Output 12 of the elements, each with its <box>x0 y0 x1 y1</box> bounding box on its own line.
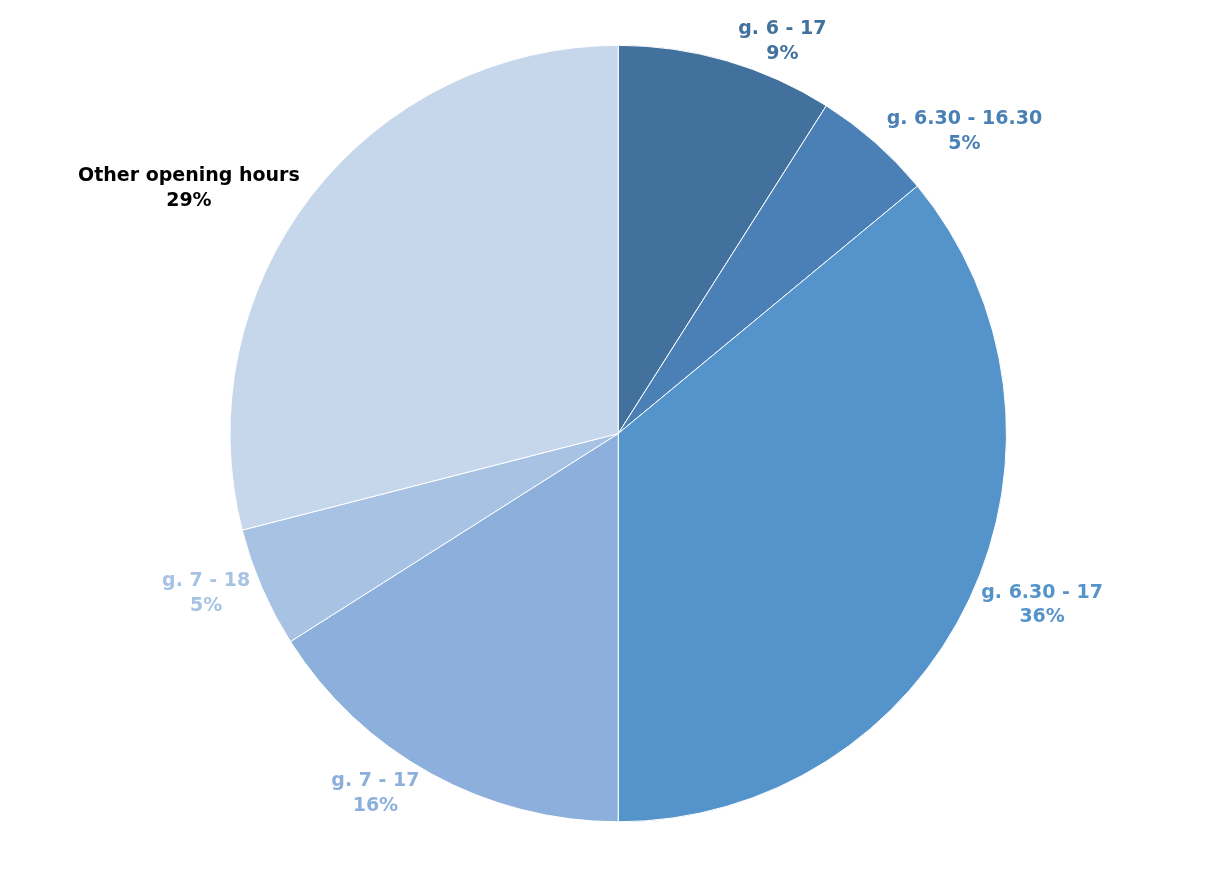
data-label: 16% <box>352 793 399 816</box>
slice-label: Other opening hours <box>78 163 300 186</box>
data-label: 5% <box>948 130 981 153</box>
slice-label: g. 7 - 17 <box>331 768 420 791</box>
slice-label: g. 6 - 17 <box>738 15 827 38</box>
slice-label: g. 6.30 - 17 <box>981 579 1104 602</box>
data-label: 5% <box>190 592 223 615</box>
data-label: 29% <box>166 188 212 211</box>
data-label: 9% <box>766 40 799 63</box>
slice-label: g. 6.30 - 16.30 <box>886 105 1043 128</box>
slice-label: g. 7 - 18 <box>162 568 251 591</box>
data-label: 36% <box>1019 604 1065 627</box>
